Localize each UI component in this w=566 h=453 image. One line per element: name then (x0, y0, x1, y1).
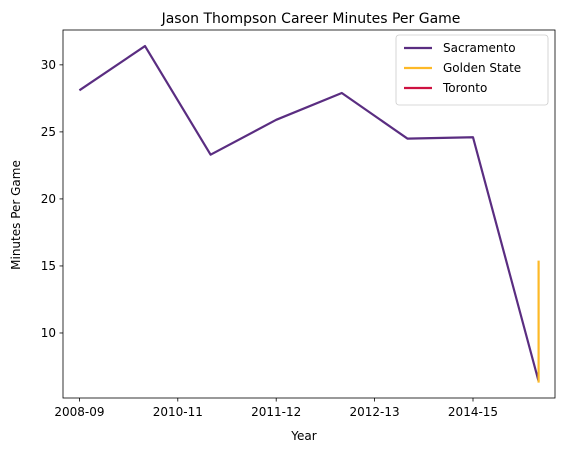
legend-label: Golden State (443, 61, 521, 75)
chart-title: Jason Thompson Career Minutes Per Game (161, 11, 461, 27)
series-line-sacramento (78, 44, 540, 382)
y-tick-label: 25 (41, 125, 56, 139)
y-axis: 10 15 20 25 30 (41, 58, 63, 340)
x-tick-label: 2008-09 (54, 405, 104, 419)
y-axis-label: Minutes Per Game (9, 160, 23, 270)
x-tick-label: 2011-12 (251, 405, 301, 419)
x-tick-label: 2012-13 (350, 405, 400, 419)
x-axis: 2008-09 2010-11 2011-12 2012-13 2014-15 (54, 398, 498, 419)
y-tick-label: 30 (41, 58, 56, 72)
x-axis-label: Year (290, 429, 316, 443)
y-tick-label: 15 (41, 259, 56, 273)
plot-area-frame (62, 29, 556, 399)
y-tick-label: 20 (41, 192, 56, 206)
y-tick-label: 10 (41, 326, 56, 340)
x-tick-label: 2014-15 (448, 405, 498, 419)
x-tick-label: 2010-11 (153, 405, 203, 419)
legend-box (395, 34, 549, 106)
legend-label: Toronto (442, 81, 487, 95)
series-lines (78, 44, 540, 383)
legend-label: Sacramento (443, 41, 516, 55)
legend: Sacramento Golden State Toronto (395, 34, 549, 106)
